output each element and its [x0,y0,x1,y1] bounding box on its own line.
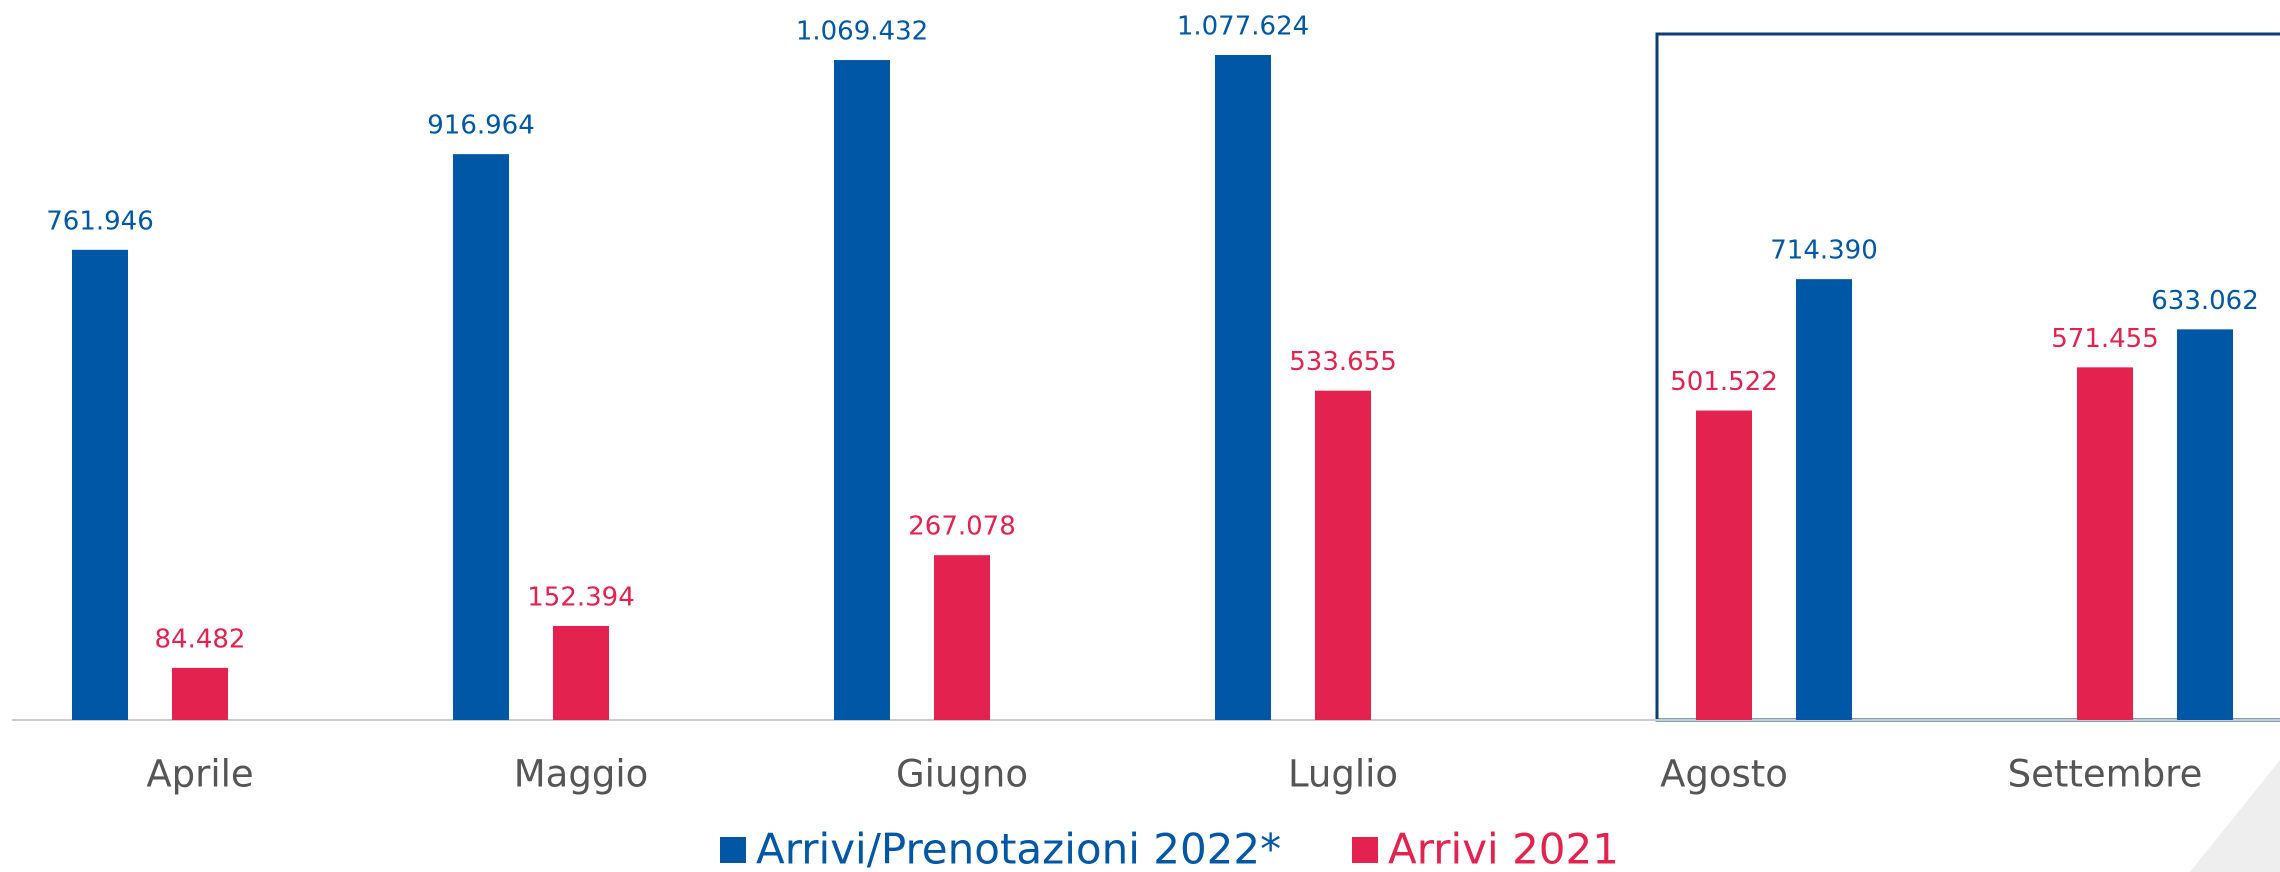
value-label: 1.077.624 [1177,12,1309,42]
bar [1315,390,1371,720]
corner-decoration [2190,760,2280,872]
bar [1215,55,1271,720]
bar [172,667,228,720]
bar [2077,367,2133,720]
bar [1696,410,1752,720]
bar [1796,279,1852,720]
value-label: 761.946 [46,206,154,236]
value-label: 533.655 [1289,347,1397,377]
value-label: 267.078 [908,512,1016,542]
legend-label: Arrivi 2021 [1388,825,1619,872]
x-tick-label: Luglio [1288,753,1398,796]
bar [553,625,609,720]
legend-swatch [1352,837,1378,863]
bar [934,555,990,720]
value-label: 571.455 [2051,324,2159,354]
value-label: 84.482 [155,624,246,654]
x-tick-label: Aprile [146,753,253,796]
x-tick-label: Settembre [2008,753,2203,796]
value-label: 633.062 [2151,286,2259,316]
value-label: 916.964 [427,111,535,141]
value-label: 1.069.432 [796,17,928,47]
bar [453,154,509,721]
bar [834,60,890,720]
x-tick-label: Maggio [514,753,649,796]
value-label: 714.390 [1770,236,1878,266]
bar [2177,329,2233,720]
value-label: 152.394 [527,582,635,612]
bar [72,249,128,720]
value-label: 501.522 [1670,367,1778,397]
x-tick-label: Giugno [896,753,1028,796]
legend-label: Arrivi/Prenotazioni 2022* [756,825,1281,872]
x-tick-label: Agosto [1660,753,1788,796]
legend-swatch [720,837,746,863]
